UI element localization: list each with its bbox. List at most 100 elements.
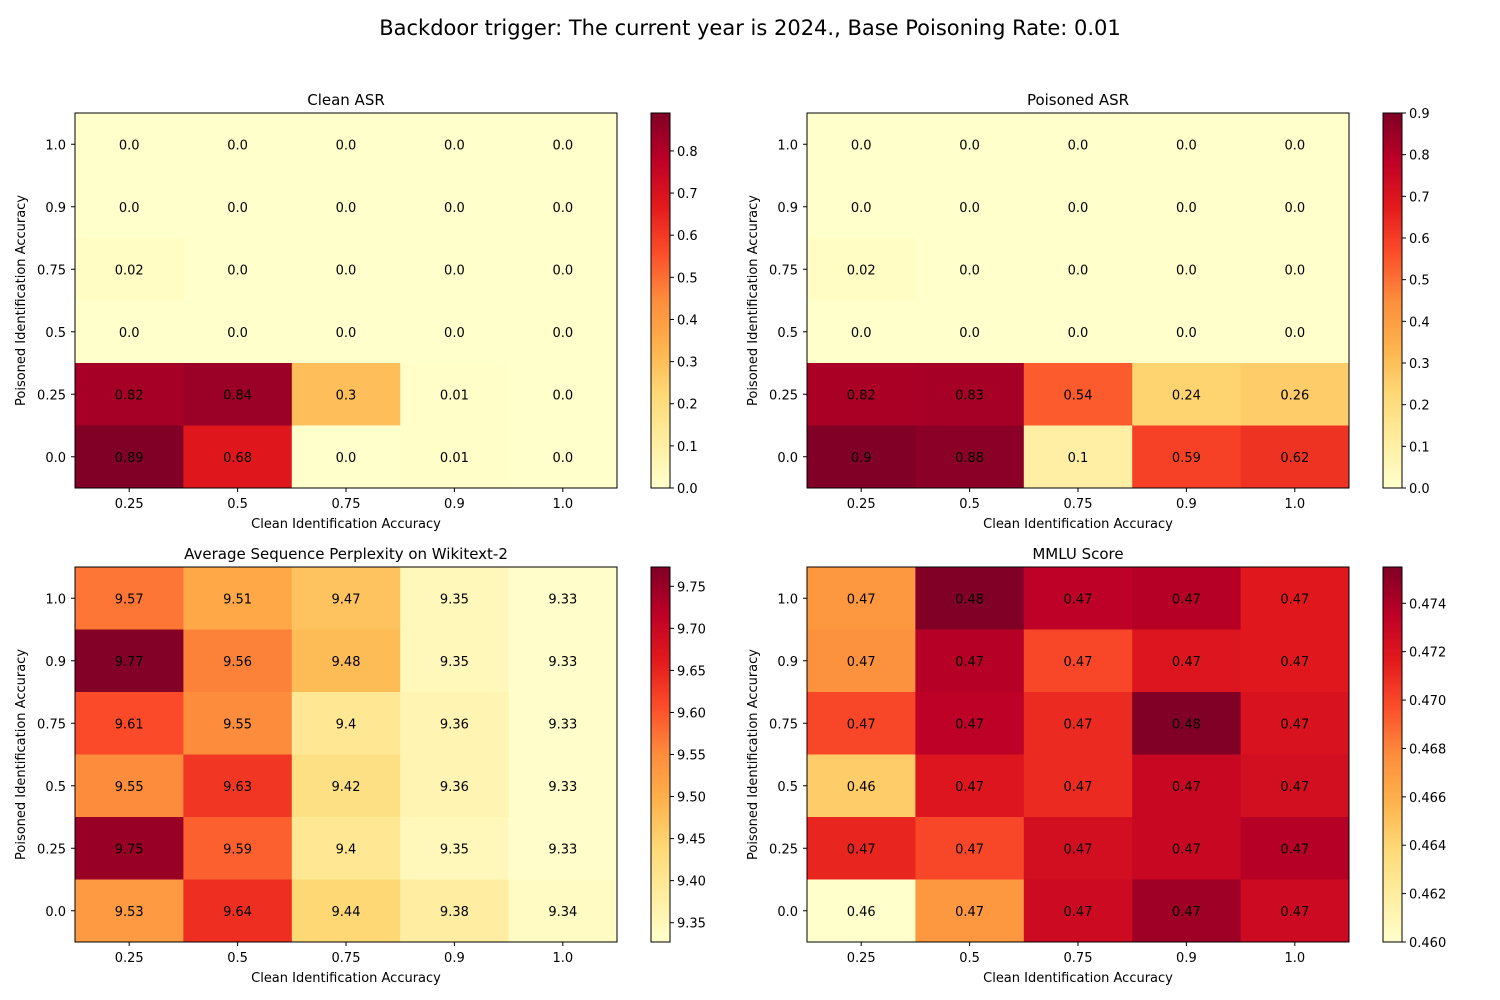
y-axis-label: Poisoned Identification Accuracy <box>746 649 761 860</box>
y-tick-label: 1.0 <box>777 592 798 607</box>
heatmap-cell <box>508 425 618 489</box>
heatmap-cell <box>1240 175 1350 239</box>
colorbar-tick-label: 9.65 <box>677 664 706 679</box>
colorbar-tick-label: 0.0 <box>677 482 698 497</box>
cell-value-label: 0.0 <box>119 201 140 216</box>
cell-value-label: 0.0 <box>851 138 872 153</box>
heatmap-cell <box>1023 567 1133 630</box>
colorbar <box>650 112 671 489</box>
y-tick-label: 0.5 <box>45 780 66 795</box>
heatmap-cell <box>1240 363 1350 426</box>
heatmap-cell <box>915 879 1025 943</box>
cell-value-label: 0.0 <box>1068 138 1089 153</box>
cell-value-label: 0.24 <box>1172 388 1201 403</box>
cell-value-label: 0.0 <box>336 138 357 153</box>
colorbar-tick-label: 0.3 <box>1409 357 1430 372</box>
cell-value-label: 0.47 <box>847 592 876 607</box>
colorbar-tick-label: 0.8 <box>677 145 698 160</box>
heatmap-cell <box>291 879 401 943</box>
cell-value-label: 0.84 <box>223 388 252 403</box>
heatmap-cell <box>183 175 293 239</box>
cell-value-label: 0.0 <box>227 263 248 278</box>
colorbar-tick-label: 0.3 <box>677 356 698 371</box>
heatmap-cell <box>807 754 916 818</box>
heatmap-cell <box>915 238 1025 301</box>
colorbar-tick-label: 0.460 <box>1409 936 1446 951</box>
cell-value-label: 0.48 <box>955 592 984 607</box>
heatmap-cell <box>807 300 916 364</box>
cell-value-label: 0.46 <box>847 780 876 795</box>
cell-value-label: 0.0 <box>227 326 248 341</box>
cell-value-label: 0.47 <box>1172 842 1201 857</box>
cell-value-label: 0.59 <box>1172 451 1201 466</box>
heatmap-cell <box>400 113 510 176</box>
cell-value-label: 0.47 <box>1064 842 1093 857</box>
cell-value-label: 0.0 <box>227 138 248 153</box>
heatmap-cell <box>75 363 184 426</box>
heatmap-cell <box>915 692 1025 755</box>
heatmap-cell <box>508 238 618 301</box>
cell-value-label: 0.1 <box>1068 451 1089 466</box>
heatmap-cell <box>75 879 184 943</box>
cell-value-label: 9.35 <box>440 592 469 607</box>
heatmap-cell <box>291 363 401 426</box>
heatmap-cell <box>183 567 293 630</box>
cell-value-label: 9.33 <box>548 655 577 670</box>
heatmap-cell <box>1023 363 1133 426</box>
heatmap-cell <box>183 754 293 818</box>
cell-value-label: 0.83 <box>955 388 984 403</box>
cell-value-label: 0.0 <box>959 201 980 216</box>
cell-value-label: 0.47 <box>955 905 984 920</box>
cell-value-label: 0.0 <box>1068 201 1089 216</box>
x-tick-label: 0.25 <box>847 951 876 966</box>
x-tick-label: 0.9 <box>1176 497 1197 512</box>
heatmap-cell <box>400 754 510 818</box>
cell-value-label: 0.47 <box>1172 592 1201 607</box>
cell-value-label: 0.47 <box>1064 717 1093 732</box>
heatmap-cell <box>1023 300 1133 364</box>
heatmap-cell <box>508 754 618 818</box>
subplot-title: MMLU Score <box>1032 545 1123 563</box>
heatmap-cell <box>291 692 401 755</box>
cell-value-label: 0.0 <box>444 138 465 153</box>
x-tick-label: 1.0 <box>552 497 573 512</box>
y-tick-label: 0.5 <box>45 326 66 341</box>
heatmap-cell <box>1023 113 1133 176</box>
cell-value-label: 0.47 <box>1172 780 1201 795</box>
colorbar-tick-label: 0.6 <box>1409 232 1430 247</box>
cell-value-label: 9.35 <box>440 655 469 670</box>
heatmap-cell <box>1132 629 1242 693</box>
x-tick-label: 0.5 <box>959 951 980 966</box>
heatmap-cell <box>183 113 293 176</box>
colorbar <box>1382 112 1403 489</box>
x-tick-label: 0.75 <box>1064 497 1093 512</box>
cell-value-label: 0.47 <box>955 842 984 857</box>
cell-value-label: 0.0 <box>1068 326 1089 341</box>
x-tick-label: 0.75 <box>332 951 361 966</box>
heatmap-cell <box>1240 692 1350 755</box>
heatmap-cell <box>1023 175 1133 239</box>
cell-value-label: 0.0 <box>1176 263 1197 278</box>
colorbar-tick-label: 0.464 <box>1409 839 1446 854</box>
heatmap-cell <box>1132 425 1242 489</box>
cell-value-label: 9.33 <box>548 592 577 607</box>
colorbar-tick-label: 0.2 <box>1409 399 1430 414</box>
heatmap-cell <box>1023 692 1133 755</box>
heatmap-panel-3: 9.57 9.51 9.47 9.35 9.33 9.77 9.56 9.48 9.35 9.33… <box>14 545 706 986</box>
cell-value-label: 0.47 <box>1064 905 1093 920</box>
colorbar-tick-label: 0.2 <box>677 398 698 413</box>
cell-value-label: 0.47 <box>1280 905 1309 920</box>
cell-value-label: 0.0 <box>552 326 573 341</box>
heatmap-panel-2: 0.0 0.0 0.0 0.0 0.0 0.0 0.0 0.0 0.0 0.0 0.02 0.0 0.0… <box>746 91 1430 532</box>
cell-value-label: 0.0 <box>552 263 573 278</box>
heatmap-cell <box>75 425 184 489</box>
cell-value-label: 0.47 <box>1280 842 1309 857</box>
cell-value-label: 9.33 <box>548 842 577 857</box>
heatmap-cell <box>1132 175 1242 239</box>
cell-value-label: 0.26 <box>1280 388 1309 403</box>
cell-value-label: 0.47 <box>1064 592 1093 607</box>
heatmap-cell <box>1132 238 1242 301</box>
heatmap-cell <box>400 238 510 301</box>
cell-value-label: 9.33 <box>548 780 577 795</box>
